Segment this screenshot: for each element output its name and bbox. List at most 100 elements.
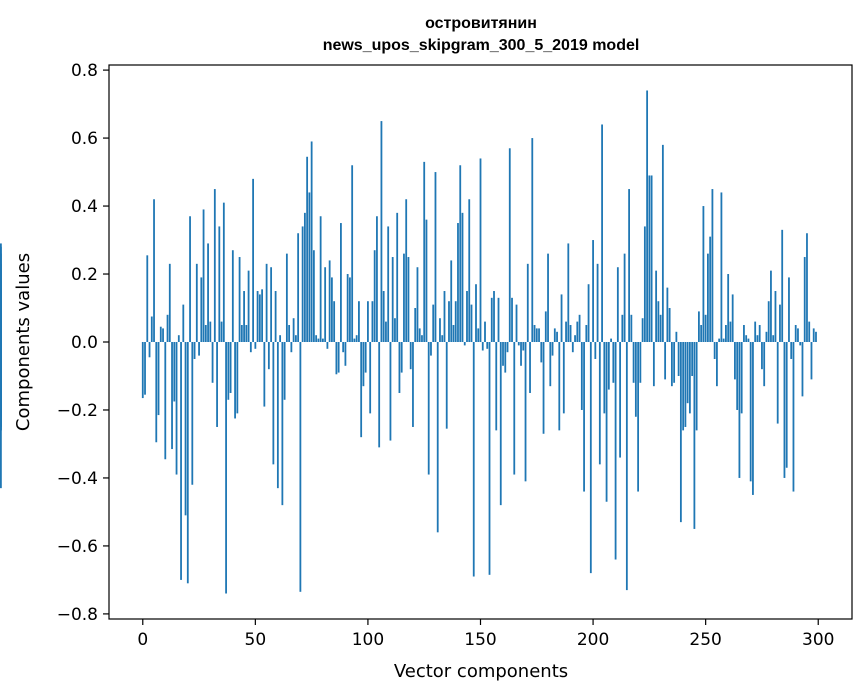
bar-50 [254,342,257,349]
bar-203 [598,342,601,465]
bar-127 [427,342,430,475]
bar-97 [360,342,363,438]
y-tick-label: 0.8 [71,61,98,81]
y-tick-label: 0.2 [71,265,98,285]
bar-260 [727,274,730,342]
bar-143 [463,342,466,346]
bar-64 [285,253,288,342]
bar-111 [391,257,394,342]
bar-207 [607,342,610,390]
bar-238 [677,342,680,376]
bar-19 [184,342,187,516]
bar-78 [317,338,320,342]
bar-61 [279,335,282,342]
bar-229 [657,301,660,342]
bar-119 [409,342,412,370]
bar-126 [425,219,428,342]
bar-273 [756,335,759,342]
bar-295 [806,233,808,342]
bar-49 [252,178,254,342]
bar-2 [146,255,149,342]
bar-undefined [0,246,2,342]
bar-4 [150,316,153,342]
x-tick-label: 150 [464,630,496,650]
bar-79 [319,216,322,342]
bar-84 [331,277,333,342]
bar-175 [535,328,538,342]
bar-109 [387,226,390,342]
bar-105 [378,342,381,448]
bar-53 [261,289,263,342]
bar-94 [353,338,356,342]
bar-212 [619,342,621,458]
bar-279 [770,270,772,342]
bar-44 [240,325,243,342]
bar-276 [763,342,766,387]
bar-87 [337,342,340,373]
bar-291 [797,328,799,342]
y-tick-label: −0.2 [57,401,98,421]
bar-110 [389,342,392,441]
bar-139 [454,301,457,342]
bar-294 [803,257,806,342]
bar-73 [306,156,309,342]
bar-177 [540,342,543,363]
bar-221 [639,342,642,383]
bar-261 [729,321,732,342]
bar-205 [603,342,606,414]
bar-202 [596,263,599,342]
y-tick-label: −0.8 [57,605,98,625]
bar-228 [655,270,658,342]
bar-37 [225,342,227,594]
bar-12 [168,263,171,342]
bar-246 [695,342,698,431]
bar-62 [281,342,284,506]
bar-95 [355,335,358,342]
bar-244 [691,342,694,376]
bar-6 [155,342,158,443]
bar-270 [749,342,752,482]
bar-280 [772,335,775,342]
bar-288 [790,342,793,359]
bar-170 [524,342,527,482]
bar-22 [191,342,194,485]
bar-265 [738,342,741,478]
bar-153 [486,342,489,349]
bar-86 [335,342,338,375]
bar-245 [693,342,696,529]
bar-199 [589,342,592,574]
bar-28 [204,325,207,342]
bar-168 [520,342,522,366]
bar-293 [801,342,804,397]
bar-39 [229,342,232,393]
bar-59 [274,291,277,342]
bar-138 [452,325,455,342]
bar-289 [792,342,795,492]
bar-131 [436,342,439,533]
bar-141 [459,165,462,342]
bar-292 [799,342,802,346]
bar-222 [641,318,644,342]
bar-197 [585,325,588,342]
bar-114 [398,342,401,393]
bar-151 [481,342,484,351]
bar-134 [443,291,446,342]
bar-48 [249,342,252,353]
bar-133 [441,335,444,342]
bar-226 [650,175,653,342]
bar-285 [783,342,786,478]
bar-140 [457,223,459,342]
bar-132 [439,318,441,342]
bar-115 [400,342,403,373]
y-tick-label: −0.4 [57,469,98,489]
bar-71 [301,226,304,342]
bar-101 [369,342,372,414]
bar-91 [346,274,349,342]
bar-235 [670,342,673,387]
bar-188 [565,321,567,342]
bar-230 [659,314,662,342]
bar-18 [182,304,185,342]
y-tick-label: 0.4 [71,197,98,217]
bar-82 [326,342,329,349]
